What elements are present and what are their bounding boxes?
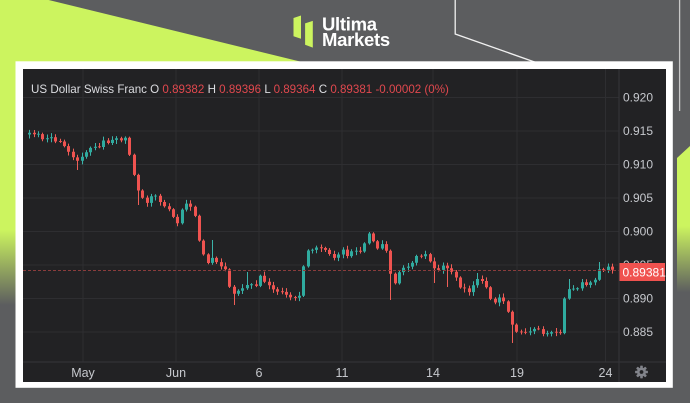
svg-text:0.910: 0.910 <box>623 158 653 172</box>
svg-text:0.890: 0.890 <box>623 292 653 306</box>
svg-text:0.89381: 0.89381 <box>623 266 667 280</box>
svg-text:May: May <box>71 366 95 380</box>
svg-text:11: 11 <box>336 366 349 380</box>
svg-text:Ultima: Ultima <box>322 14 378 35</box>
svg-text:19: 19 <box>510 366 524 380</box>
svg-text:0.900: 0.900 <box>623 225 653 239</box>
svg-text:14: 14 <box>426 366 440 380</box>
svg-text:24: 24 <box>599 366 613 380</box>
svg-text:Markets: Markets <box>322 29 390 50</box>
svg-text:0.905: 0.905 <box>623 191 653 205</box>
svg-text:0.915: 0.915 <box>623 124 653 138</box>
svg-text:6: 6 <box>256 366 263 380</box>
svg-text:0.920: 0.920 <box>623 91 653 105</box>
svg-text:0.885: 0.885 <box>623 325 653 339</box>
svg-text:Jun: Jun <box>166 366 186 380</box>
svg-text:US Dollar Swiss Franc O 0.8938: US Dollar Swiss Franc O 0.89382 H 0.8939… <box>31 83 449 96</box>
